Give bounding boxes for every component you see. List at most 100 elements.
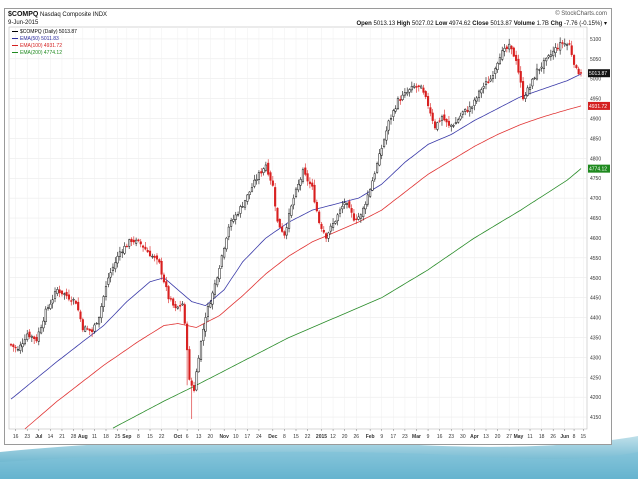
candle xyxy=(186,321,189,386)
candle-body xyxy=(566,44,569,46)
candle-body xyxy=(197,357,200,373)
candle-body xyxy=(433,121,437,129)
candle-body xyxy=(123,245,126,254)
candle-body xyxy=(114,262,117,270)
candle xyxy=(433,119,437,131)
candle xyxy=(417,84,420,92)
x-axis: 16 23 Jul 14 21 28 Aug 11 18 25 Sep 8 15 22 Oct 6 13 20 No… xyxy=(13,429,586,440)
symbol: $COMPQ xyxy=(8,11,39,18)
candle-body xyxy=(401,94,404,100)
candle xyxy=(422,84,425,95)
wave-decoration-light xyxy=(0,451,638,479)
x-tick-label: 12 xyxy=(330,434,336,440)
candle xyxy=(378,148,381,167)
candle xyxy=(285,223,288,240)
value-tag-label: 5013.87 xyxy=(589,71,607,77)
x-tick-label: Jun xyxy=(560,434,569,440)
candle xyxy=(269,170,272,185)
candle-body xyxy=(269,172,272,181)
candle xyxy=(16,346,20,352)
candle-body xyxy=(206,306,210,317)
candle-body xyxy=(188,349,191,380)
y-tick-label: 4450 xyxy=(590,296,601,302)
candle xyxy=(447,115,450,128)
candle-body xyxy=(285,227,288,236)
index-name: Nasdaq Composite xyxy=(40,12,92,18)
candle-body xyxy=(429,107,432,114)
x-tick-label: Nov xyxy=(219,434,229,440)
y-tick-label: 4900 xyxy=(590,117,601,123)
x-tick-label: 8 xyxy=(283,434,286,440)
candle-body xyxy=(420,85,423,89)
candle-body xyxy=(487,81,490,83)
candle-body xyxy=(320,223,323,229)
candle xyxy=(104,281,108,301)
candle xyxy=(91,327,94,337)
candle xyxy=(320,222,323,232)
candle-body xyxy=(19,344,22,351)
candle xyxy=(162,272,165,284)
candle xyxy=(341,201,344,214)
y-tick-label: 4850 xyxy=(590,136,601,142)
candle-body xyxy=(183,304,186,324)
candle xyxy=(86,325,89,331)
candle xyxy=(473,97,476,111)
candle-body xyxy=(489,78,492,82)
candle-body xyxy=(572,55,576,65)
candle-body xyxy=(522,81,525,100)
candle-body xyxy=(56,289,59,294)
y-tick-label: 4800 xyxy=(590,156,601,162)
candle-body xyxy=(100,306,103,319)
candle xyxy=(452,123,455,129)
candle xyxy=(297,179,300,193)
candle-body xyxy=(125,245,128,248)
y-tick-label: 4250 xyxy=(590,375,601,381)
candle xyxy=(278,218,281,229)
candle xyxy=(318,209,321,225)
candle xyxy=(255,174,258,185)
candle xyxy=(535,63,539,81)
candle-body xyxy=(343,202,346,205)
candle-body xyxy=(468,106,471,112)
candle-body xyxy=(556,47,559,50)
candle xyxy=(167,285,170,304)
candle-body xyxy=(253,179,256,187)
candle-body xyxy=(436,122,439,130)
candle-body xyxy=(44,308,47,323)
candle xyxy=(477,89,481,102)
candle-body xyxy=(415,86,418,88)
value-tag-label: 4774.12 xyxy=(589,167,607,173)
candle xyxy=(123,242,126,255)
candle-body xyxy=(459,115,462,120)
candle xyxy=(216,276,219,288)
candle xyxy=(369,187,372,199)
candle-body xyxy=(169,298,172,300)
candle-body xyxy=(111,266,115,271)
candle-body xyxy=(12,344,15,348)
candle-body xyxy=(33,336,36,340)
candle xyxy=(401,91,404,102)
candle-body xyxy=(491,75,495,79)
candle xyxy=(128,238,131,249)
candle-body xyxy=(190,380,193,386)
candle xyxy=(223,246,226,260)
candle xyxy=(579,69,583,77)
y-axis: 4150 4200 4250 4300 4350 4400 4450 4500 4550 4600… xyxy=(590,37,601,421)
candle xyxy=(135,237,138,247)
candle xyxy=(552,46,555,60)
candle xyxy=(385,126,388,145)
candle xyxy=(192,381,196,393)
candle-body xyxy=(165,281,168,288)
x-tick-label: 11 xyxy=(92,434,97,440)
x-tick-label: Mar xyxy=(412,434,421,440)
candle xyxy=(28,329,31,339)
x-tick-label: 17 xyxy=(245,434,251,440)
candle xyxy=(23,334,26,346)
candle xyxy=(359,213,362,223)
candle-body xyxy=(42,320,45,329)
chevron-down-icon[interactable]: ▾ xyxy=(603,21,607,27)
x-tick-label: 15 xyxy=(147,434,153,440)
candle-body xyxy=(457,119,460,123)
candle-body xyxy=(58,289,61,294)
candle-body xyxy=(350,208,353,213)
